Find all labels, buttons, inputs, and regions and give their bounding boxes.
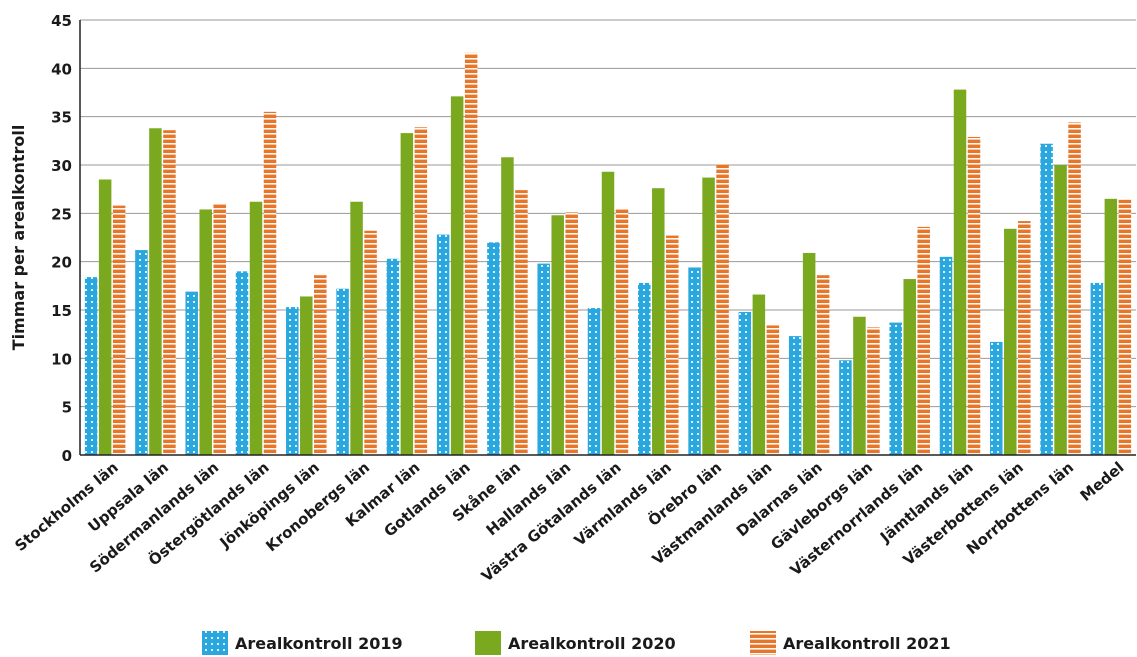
bar-2021 xyxy=(213,203,226,455)
bar-2020 xyxy=(802,252,816,455)
y-tick-label: 15 xyxy=(51,302,72,320)
bar-2020 xyxy=(853,316,866,455)
bar-2020 xyxy=(551,215,564,455)
bar-2019 xyxy=(235,271,249,455)
bar-2021 xyxy=(816,275,830,455)
bar-2020 xyxy=(1004,228,1017,455)
bar-2019 xyxy=(1090,282,1104,455)
bar-2021 xyxy=(615,208,629,455)
bar-2019 xyxy=(386,258,400,455)
bar-2019 xyxy=(889,322,902,455)
legend-swatch xyxy=(202,631,228,655)
legend-label: Arealkontroll 2020 xyxy=(508,634,676,653)
y-tick-label: 10 xyxy=(51,350,72,368)
legend: Arealkontroll 2019 Arealkontroll 2020 Area… xyxy=(202,631,951,655)
bar-2020 xyxy=(400,133,414,455)
bar-2019 xyxy=(436,234,450,455)
bar-2020 xyxy=(953,89,967,455)
bar-2019 xyxy=(1040,143,1053,455)
legend-swatch xyxy=(750,631,776,655)
x-tick-label: Gotlands län xyxy=(381,458,474,540)
bar-2021 xyxy=(1118,199,1132,455)
bar-2020 xyxy=(249,201,263,455)
bar-2021 xyxy=(917,226,930,455)
x-tick-label: Medel xyxy=(1077,458,1128,505)
bar-2020 xyxy=(1104,198,1118,456)
bar-2020 xyxy=(1054,165,1067,455)
bar-2020 xyxy=(752,294,766,455)
bar-2019 xyxy=(336,288,349,455)
x-tick-label: Hallands län xyxy=(483,458,575,539)
bar-2021 xyxy=(112,205,126,455)
bar-2019 xyxy=(587,308,601,455)
bar-2019 xyxy=(939,256,953,455)
y-tick-label: 5 xyxy=(62,399,72,417)
bar-2021 xyxy=(1068,122,1081,455)
y-tick-label: 40 xyxy=(51,60,72,78)
bar-2021 xyxy=(163,130,176,455)
bar-2020 xyxy=(199,209,212,455)
y-tick-label: 35 xyxy=(51,109,72,127)
bar-2020 xyxy=(350,201,363,455)
bar-2019 xyxy=(990,341,1003,455)
bar-2019 xyxy=(487,242,500,455)
bar-2019 xyxy=(738,311,752,455)
bar-2019 xyxy=(688,267,701,455)
bar-2019 xyxy=(537,263,550,455)
y-tick-label: 20 xyxy=(51,254,72,272)
bar-2019 xyxy=(84,277,98,455)
bar-2019 xyxy=(788,336,802,455)
bar-2021 xyxy=(464,52,478,455)
bars xyxy=(84,52,1132,456)
bar-2020 xyxy=(300,296,313,455)
bar-2020 xyxy=(450,96,464,455)
bar-2020 xyxy=(149,128,162,455)
bar-2021 xyxy=(414,127,428,456)
y-tick-label: 0 xyxy=(62,447,72,465)
bar-2019 xyxy=(286,307,299,455)
bar-2021 xyxy=(1018,221,1031,455)
bar-2020 xyxy=(903,279,916,455)
bar-2020 xyxy=(501,157,514,455)
bar-2021 xyxy=(515,190,528,455)
bar-2019 xyxy=(638,282,651,455)
bar-2021 xyxy=(867,327,880,455)
bar-2021 xyxy=(716,164,729,456)
bar-2021 xyxy=(364,230,377,455)
bar-2021 xyxy=(263,111,277,455)
bar-2020 xyxy=(702,177,715,456)
bar-2019 xyxy=(839,360,852,455)
bar-2020 xyxy=(98,179,112,455)
y-tick-label: 30 xyxy=(51,157,72,175)
x-tick-label: Dalarnas län xyxy=(733,458,826,540)
bar-2020 xyxy=(601,171,615,455)
y-axis-ticks: 0 5 10 15 20 25 30 35 40 45 xyxy=(51,12,72,465)
bar-2021 xyxy=(766,325,780,455)
bar-2019 xyxy=(185,291,198,455)
legend-label: Arealkontroll 2019 xyxy=(235,634,403,653)
legend-label: Arealkontroll 2021 xyxy=(783,634,951,653)
y-axis-label: Timmar per arealkontroll xyxy=(9,125,28,351)
bar-2020 xyxy=(652,188,665,455)
bar-2021 xyxy=(967,136,981,455)
y-tick-label: 45 xyxy=(51,12,72,30)
legend-swatch xyxy=(475,631,501,655)
y-tick-label: 25 xyxy=(51,205,72,223)
bar-2021 xyxy=(565,212,578,455)
bar-2021 xyxy=(314,275,327,455)
bar-2019 xyxy=(135,250,148,455)
bar-2021 xyxy=(666,235,679,455)
